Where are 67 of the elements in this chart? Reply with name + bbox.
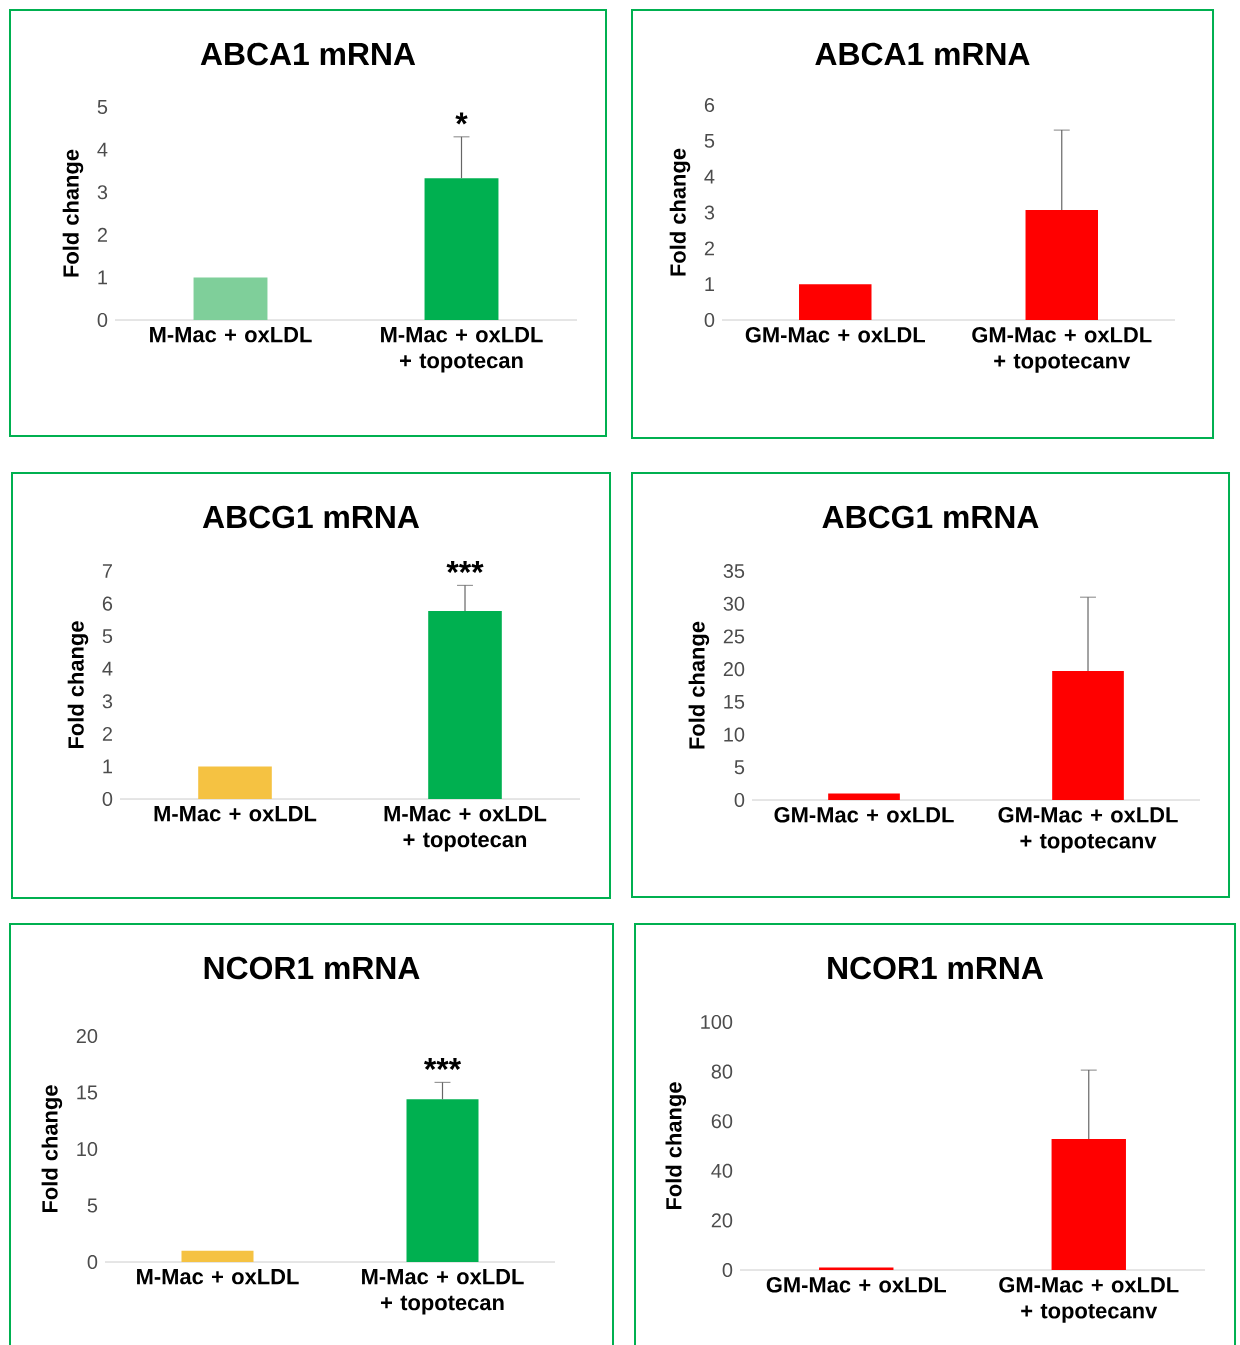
y-tick-label: 5 xyxy=(87,1198,98,1213)
y-tick-label: 3 xyxy=(102,694,113,709)
y-tick-label: 1 xyxy=(103,759,112,774)
y-tick-label: 20 xyxy=(711,1213,733,1228)
y-axis-title: Fold change xyxy=(41,1085,63,1213)
y-tick-label: 2 xyxy=(102,726,112,741)
chart-title: ABCG1 mRNA xyxy=(822,505,1039,529)
y-tick-label: 5 xyxy=(734,760,745,775)
y-tick-label: 3 xyxy=(704,205,715,220)
y-tick-label: 0 xyxy=(734,792,745,808)
x-tick-label: GM-Mac + oxLDL xyxy=(745,327,925,343)
y-axis-title: Fold change xyxy=(669,148,691,276)
y-tick-label: 100 xyxy=(701,1014,733,1030)
chart-title: ABCA1 mRNA xyxy=(200,42,416,66)
chart-title: NCOR1 mRNA xyxy=(204,956,420,980)
y-tick-label: 40 xyxy=(711,1163,733,1178)
y-tick-label: 0 xyxy=(722,1262,733,1278)
x-tick-label: M-Mac + oxLDL + topotecan xyxy=(384,806,547,852)
y-tick-label: 10 xyxy=(724,727,745,742)
x-tick-label: GM-Mac + oxLDL + topotecanv xyxy=(972,327,1152,373)
y-tick-label: 6 xyxy=(102,596,113,611)
chart-title: NCOR1 mRNA xyxy=(828,956,1044,980)
y-axis-title: Fold change xyxy=(665,1082,687,1210)
y-tick-label: 4 xyxy=(102,661,113,676)
x-tick-label: M-Mac + oxLDL + topotecan xyxy=(362,1269,524,1315)
x-tick-label: M-Mac + oxLDL + topotecan xyxy=(381,327,543,373)
annotation: *** xyxy=(446,561,484,573)
y-axis-title: Fold change xyxy=(67,621,89,749)
y-tick-label: 25 xyxy=(723,629,745,644)
annotation: * xyxy=(455,112,468,125)
x-tick-label: M-Mac + oxLDL xyxy=(154,806,317,822)
chart-title: ABCG1 mRNA xyxy=(202,505,420,529)
y-tick-label: 80 xyxy=(711,1064,733,1079)
y-tick-label: 60 xyxy=(711,1114,733,1129)
annotation: *** xyxy=(423,1058,462,1070)
y-tick-label: 20 xyxy=(76,1028,98,1044)
x-tick-label: GM-Mac + oxLDL xyxy=(766,1277,946,1293)
y-tick-label: 6 xyxy=(704,97,715,113)
y-tick-label: 2 xyxy=(704,241,714,256)
x-tick-label: GM-Mac + oxLDL + topotecanv xyxy=(999,1277,1179,1323)
y-tick-label: 7 xyxy=(102,564,112,578)
y-tick-label: 1 xyxy=(98,270,107,285)
y-tick-label: 4 xyxy=(704,169,715,184)
y-tick-label: 3 xyxy=(97,185,108,200)
x-tick-label: GM-Mac + oxLDL + topotecanv xyxy=(998,807,1178,853)
y-tick-label: 0 xyxy=(704,312,715,328)
y-tick-label: 2 xyxy=(97,227,107,242)
y-tick-label: 15 xyxy=(724,694,745,709)
y-tick-label: 15 xyxy=(77,1085,98,1100)
x-tick-label: M-Mac + oxLDL xyxy=(150,327,312,343)
y-tick-label: 4 xyxy=(97,142,108,157)
y-tick-label: 0 xyxy=(102,791,113,807)
y-tick-label: 30 xyxy=(723,596,745,611)
y-tick-label: 10 xyxy=(77,1141,98,1157)
chart-title: ABCA1 mRNA xyxy=(815,42,1030,66)
y-tick-label: 5 xyxy=(704,133,715,148)
y-tick-label: 35 xyxy=(723,563,745,579)
y-tick-label: 0 xyxy=(97,312,108,328)
x-tick-label: GM-Mac + oxLDL xyxy=(774,807,954,823)
y-axis-title: Fold change xyxy=(688,621,710,749)
x-tick-label: M-Mac + oxLDL xyxy=(137,1269,299,1285)
y-tick-label: 20 xyxy=(723,662,745,677)
y-tick-label: 5 xyxy=(102,629,113,644)
y-tick-label: 1 xyxy=(705,277,715,292)
y-tick-label: 0 xyxy=(87,1254,98,1270)
y-tick-label: 5 xyxy=(97,100,108,114)
y-axis-title: Fold change xyxy=(62,149,84,277)
